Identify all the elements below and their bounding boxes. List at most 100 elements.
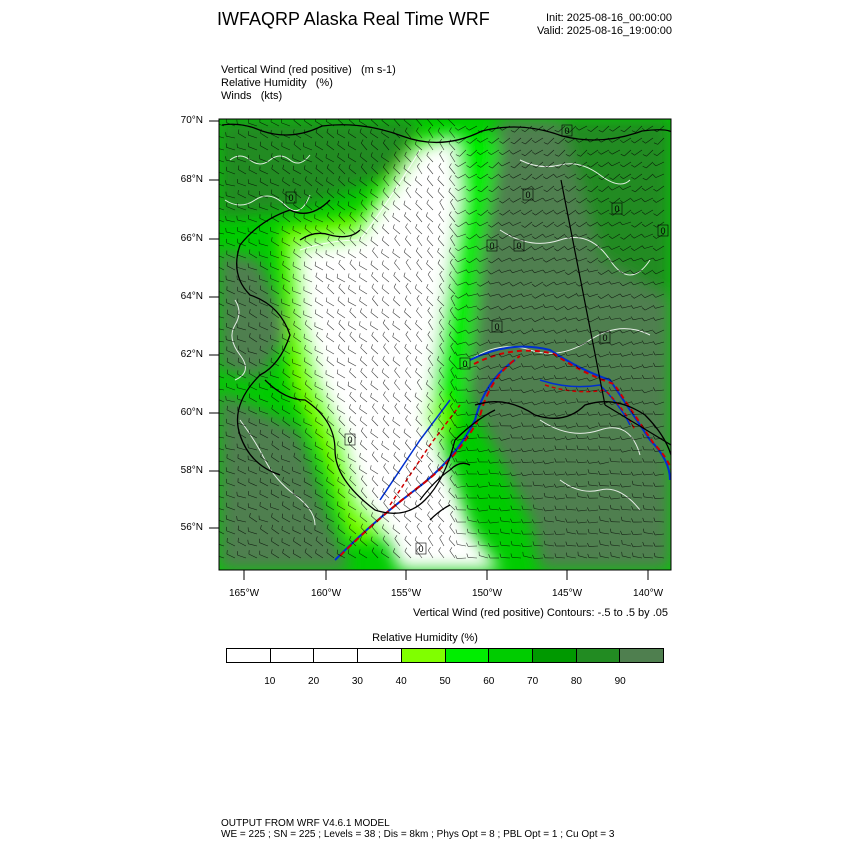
wind-barb-flag [349,535,352,540]
wind-barb-flag [392,308,395,313]
wind-barb-flag [281,441,283,446]
wind-barb-flag [542,197,546,202]
wind-barb [555,533,566,535]
wind-barb-flag [586,341,590,345]
wind-barb [468,209,478,215]
wind-barb-flag [383,211,386,216]
wind-barb [281,517,291,523]
wind-barb [645,209,654,215]
wind-barb-flag [428,535,431,539]
wind-barb [612,209,621,216]
wind-barb [534,389,544,393]
wind-barb-flag [586,425,590,429]
wind-barb-flag [349,367,352,372]
wind-barb-flag [476,342,481,346]
wind-barb-flag [394,403,398,407]
wind-barb-flag [449,307,453,311]
wind-barb-flag [466,260,470,264]
wind-barb-flag [597,411,601,416]
wind-barb-flag [510,482,513,487]
wind-barb [555,509,566,511]
wind-barb [512,341,522,346]
wind-barb [416,430,423,439]
wind-barb [281,302,291,307]
wind-barb [259,170,269,175]
wind-barb-flag [392,416,394,421]
wind-barb-flag [598,164,602,168]
wind-barb-flag [236,491,238,496]
wind-barb-flag [509,257,513,262]
wind-barb [437,299,445,307]
wind-barb [415,359,423,367]
wind-barb [248,231,258,235]
wind-barb-flag [608,413,612,417]
wind-barb-flag [426,187,429,192]
wind-barb-flag [372,247,375,252]
wind-barb [270,386,280,391]
wind-barb-flag [304,236,307,241]
colorbar-segment [401,649,446,662]
wind-barb-flag [414,536,417,541]
wind-barb [219,496,225,499]
lon-ticks [243,570,649,580]
wind-barb-flag [437,356,440,361]
wind-barb-flag [564,257,568,262]
wind-barb-flag [499,495,502,499]
wind-barb [237,447,247,451]
wind-barb [535,221,544,228]
wind-barb [237,398,247,403]
colorbar [226,648,664,663]
wind-barb [371,335,379,343]
wind-barb [534,533,544,536]
contour-label: 0 [285,191,297,204]
wind-barb [448,143,456,151]
wind-barb [655,293,665,298]
wind-barb [556,209,566,215]
wind-barb-flag [455,529,458,534]
wind-barb [226,422,236,427]
wind-barb-flag [487,271,492,275]
wind-barb [427,490,434,499]
wind-barb-flag [455,399,458,404]
wind-barb-flag [532,176,536,180]
wind-barb-flag [554,505,557,510]
wind-barb-flag [554,553,557,558]
wind-barb [226,399,236,403]
wind-barb [622,389,632,392]
wind-barb-flag [653,494,656,499]
wind-barb [491,209,500,215]
wind-barb [502,233,511,240]
wind-barb-flag [282,476,284,481]
wind-barb [656,149,665,156]
wind-barb [270,482,280,487]
wind-barb-flag [586,354,591,358]
wind-barb-flag [465,211,470,215]
wind-barb [589,413,599,416]
wind-barb-flag [587,236,591,240]
wind-barb [338,347,346,355]
wind-barb [622,185,632,190]
wind-barb-flag [359,512,362,517]
wind-barb-flag [437,127,441,132]
wind-barb-flag [652,235,657,239]
wind-barb [416,166,423,175]
wind-barb [512,353,522,358]
wind-barb-flag [564,139,569,143]
wind-barb [219,244,225,247]
wind-barb-flag [586,318,591,323]
wind-barb-flag [439,198,443,203]
wind-barb [271,289,280,295]
wind-barb [415,227,423,235]
wind-barb-flag [337,381,339,386]
wind-barb-flag [466,236,470,240]
wind-barb [371,551,379,559]
wind-barb [556,293,566,299]
wind-barb-flag [315,393,317,398]
wind-barb [501,461,511,464]
wind-barb-flag [271,345,273,350]
wind-barb [248,531,258,535]
wind-barb [304,120,313,127]
wind-barb [448,491,456,499]
wind-barb-flag [403,164,406,169]
wind-barb [237,506,247,511]
